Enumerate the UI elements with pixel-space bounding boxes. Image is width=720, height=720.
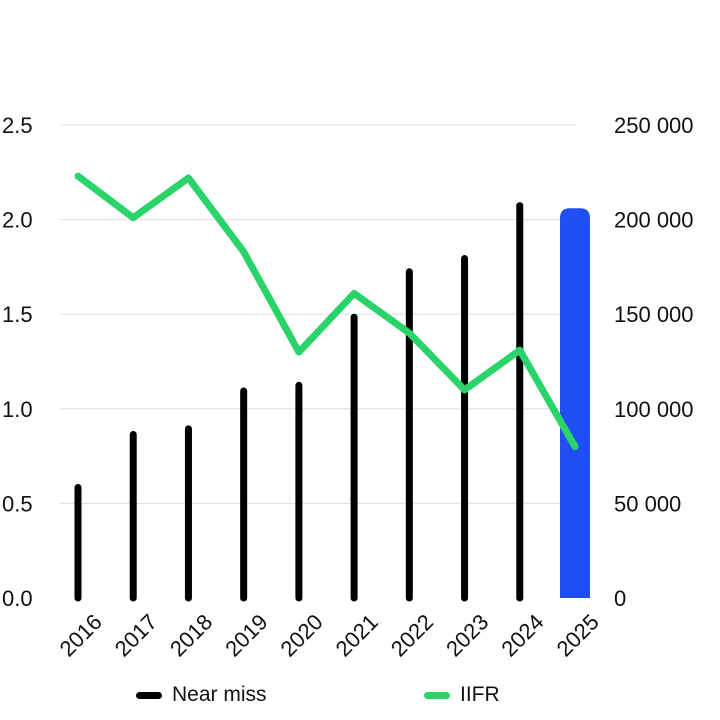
iifr-point-2018 xyxy=(187,177,189,179)
x-tick-label-2016: 2016 xyxy=(55,609,107,661)
legend-item-near-miss[interactable]: Near miss xyxy=(136,683,267,707)
iifr-point-2020 xyxy=(298,351,300,353)
x-axis: 2016 2017 2018 2019 2020 2021 2022 2023 2024 2025 xyxy=(55,609,604,661)
right-tick-label: 50 000 xyxy=(614,491,681,516)
left-tick-label: 0.0 xyxy=(2,586,33,611)
iifr-point-2017 xyxy=(132,217,134,219)
legend-item-iifr[interactable]: IIFR xyxy=(424,683,500,707)
x-tick-label-2017: 2017 xyxy=(110,609,162,661)
left-tick-label: 2.0 xyxy=(2,208,33,233)
right-tick-label: 150 000 xyxy=(614,302,694,327)
iifr-point-2021 xyxy=(353,292,355,294)
iifr-point-2025 xyxy=(574,446,576,448)
legend: Near miss IIFR xyxy=(0,683,720,711)
legend-label-near-miss: Near miss xyxy=(172,683,267,706)
x-tick-label-2020: 2020 xyxy=(275,609,327,661)
iifr-line-path xyxy=(74,172,579,451)
left-tick-label: 0.5 xyxy=(2,491,33,516)
iifr-point-2024 xyxy=(519,349,521,351)
left-tick-label: 1.5 xyxy=(2,302,33,327)
legend-swatch-near-miss xyxy=(136,691,162,699)
near-miss-bar-2025 xyxy=(560,208,590,599)
right-tick-label: 0 xyxy=(614,586,626,611)
left-axis: 0.0 0.5 1.0 1.5 2.0 2.5 xyxy=(2,113,33,611)
gridlines xyxy=(60,124,575,504)
x-tick-label-2023: 2023 xyxy=(441,609,493,661)
iifr-point-2019 xyxy=(243,251,245,253)
legend-label-iifr: IIFR xyxy=(460,683,500,706)
x-tick-label-2018: 2018 xyxy=(165,609,217,661)
right-axis: 0 50 000 100 000 150 000 200 000 250 000 xyxy=(614,113,694,611)
x-tick-label-2021: 2021 xyxy=(331,609,383,661)
left-tick-label: 2.5 xyxy=(2,113,33,138)
iifr-point-2016 xyxy=(77,175,79,177)
iifr-point-2023 xyxy=(464,389,466,391)
right-tick-label: 250 000 xyxy=(614,113,694,138)
legend-swatch-iifr xyxy=(424,691,450,699)
left-tick-label: 1.0 xyxy=(2,397,33,422)
iifr-line xyxy=(74,172,579,451)
combo-chart: 0.0 0.5 1.0 1.5 2.0 2.5 0 50 000 100 000 150 000… xyxy=(2,113,694,661)
right-tick-label: 100 000 xyxy=(614,397,694,422)
x-tick-label-2024: 2024 xyxy=(496,609,548,661)
x-tick-label-2022: 2022 xyxy=(386,609,438,661)
x-tick-label-2025: 2025 xyxy=(552,609,604,661)
right-tick-label: 200 000 xyxy=(614,208,694,233)
iifr-point-2022 xyxy=(408,332,410,334)
x-tick-label-2019: 2019 xyxy=(220,609,272,661)
near-miss-bars xyxy=(74,202,590,602)
